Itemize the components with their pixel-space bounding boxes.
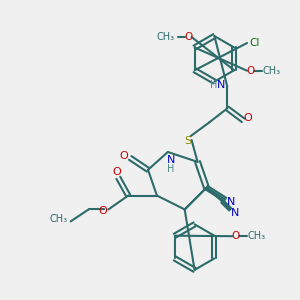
Text: N: N	[227, 196, 236, 206]
Text: O: O	[98, 206, 107, 216]
Text: CH₃: CH₃	[50, 214, 68, 224]
Text: O: O	[112, 167, 121, 177]
Text: N: N	[231, 208, 239, 218]
Text: O: O	[246, 66, 254, 76]
Text: CH₃: CH₃	[157, 32, 175, 42]
Text: H: H	[210, 80, 217, 90]
Text: O: O	[231, 231, 239, 241]
Text: Cl: Cl	[250, 38, 260, 48]
Text: O: O	[120, 151, 129, 161]
Text: O: O	[244, 113, 253, 123]
Text: N: N	[167, 155, 175, 165]
Text: CH₃: CH₃	[248, 231, 266, 241]
Text: N: N	[217, 80, 226, 90]
Text: H: H	[167, 164, 175, 174]
Text: CH₃: CH₃	[263, 66, 281, 76]
Text: S: S	[184, 136, 191, 146]
Text: O: O	[184, 32, 193, 42]
